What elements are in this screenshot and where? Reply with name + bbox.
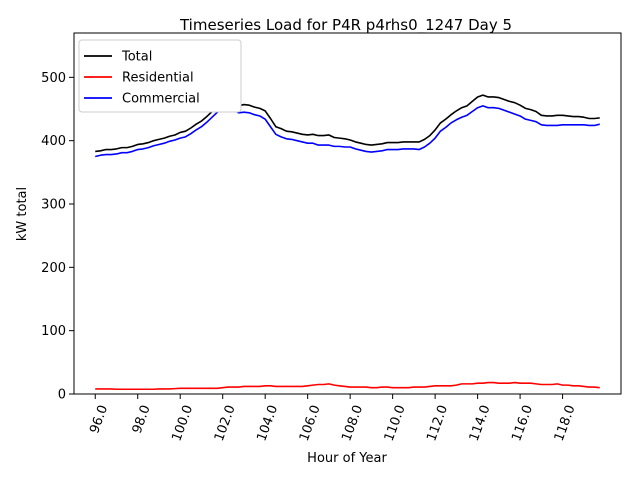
legend: Total Residential Commercial (78, 39, 242, 113)
plot-frame (73, 32, 622, 395)
plot-series (95, 94, 600, 391)
y-axis-ticks: 0 100 200 300 400 500 (41, 71, 74, 403)
y-tick-label: 100 (41, 324, 66, 339)
legend-label-commercial: Commercial (122, 92, 200, 107)
x-axis-label: Hour of Year (307, 451, 387, 466)
series-line-residential (95, 381, 600, 391)
y-tick-label: 300 (41, 198, 66, 213)
series-line-total (95, 94, 600, 153)
chart-title: Timeseries Load for P4R p4rhs0_1247 Day … (179, 16, 512, 35)
series-line-commercial (95, 105, 600, 158)
y-axis-label: kW total (15, 187, 30, 241)
y-tick-label: 500 (41, 71, 66, 86)
legend-label-residential: Residential (122, 71, 194, 86)
y-tick-label: 200 (41, 261, 66, 276)
y-tick-label: 400 (41, 134, 66, 149)
legend-label-total: Total (121, 50, 152, 65)
y-tick-label: 0 (58, 388, 66, 403)
legend-box (78, 39, 242, 113)
